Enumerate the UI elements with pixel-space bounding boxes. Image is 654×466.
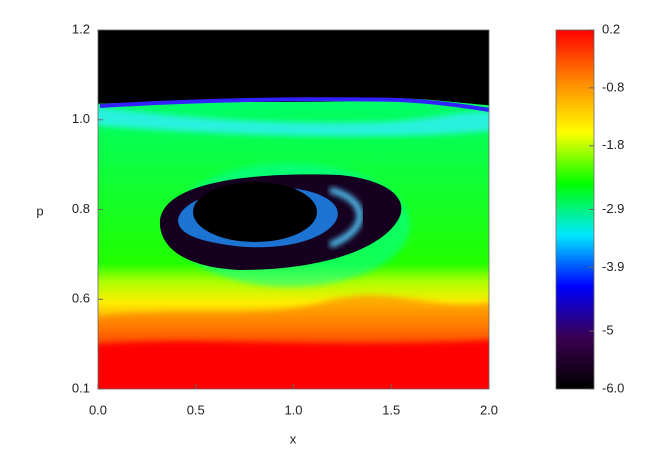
x-tick-label: 1.0: [284, 402, 302, 417]
heatmap: [98, 30, 489, 389]
x-tick-label: 0.5: [187, 402, 205, 417]
x-axis-label: x: [290, 431, 297, 446]
y-tick-label: 1.2: [72, 21, 90, 36]
x-tick-label: 2.0: [480, 402, 498, 417]
colorbar-tick-label: -1.8: [602, 137, 624, 152]
y-tick-label: 0.1: [72, 380, 90, 395]
colorbar-tick-label: -5: [602, 323, 614, 338]
colorbar: [555, 29, 595, 390]
y-tick-label: 0.6: [72, 291, 90, 306]
colorbar-tick-label: -6.0: [602, 380, 624, 395]
colorbar-tick-label: -2.9: [602, 201, 624, 216]
colorbar-tick-label: -3.9: [602, 259, 624, 274]
colorbar-tick-label: -0.8: [602, 79, 624, 94]
y-tick-label: 1.0: [72, 111, 90, 126]
x-tick-label: 0.0: [89, 402, 107, 417]
y-axis-label: p: [36, 203, 43, 218]
colorbar-tick-label: 0.2: [602, 21, 620, 36]
y-tick-label: 0.8: [72, 201, 90, 216]
x-tick-label: 1.5: [382, 402, 400, 417]
